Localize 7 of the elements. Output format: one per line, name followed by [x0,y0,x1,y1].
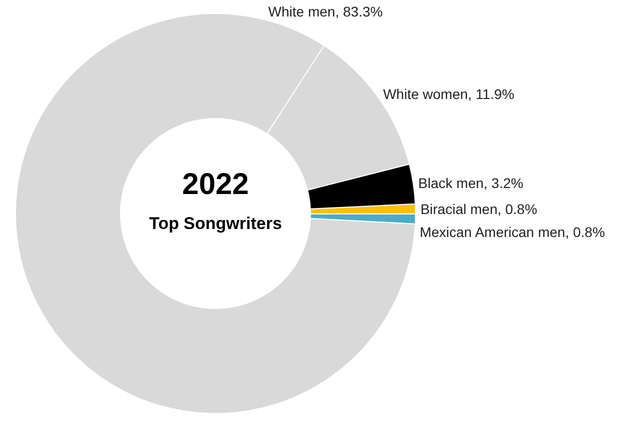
slice-label: Mexican American men, 0.8% [420,224,605,240]
slice-label: Biracial men, 0.8% [420,200,538,217]
slice-label: Black men, 3.2% [418,175,524,192]
text: Top Songwriters [149,214,282,233]
text: 2022 [182,168,249,201]
slice-label: White women, 11.9% [383,86,514,102]
slice-label: White men, 83.3% [268,4,383,20]
